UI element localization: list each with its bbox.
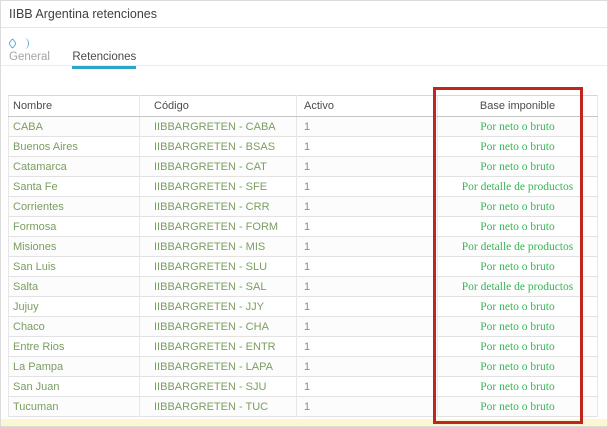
cell-codigo: IIBBARGRETEN - JJY <box>139 296 297 317</box>
cell-activo: 1 <box>296 236 438 257</box>
column-header-activo[interactable]: Activo <box>296 95 438 117</box>
cell-activo: 1 <box>296 196 438 217</box>
cell-nombre: Buenos Aires <box>8 136 140 157</box>
table-row[interactable]: Formosa IIBBARGRETEN - FORM 1 Por neto o br… <box>8 216 598 237</box>
table-row[interactable]: Corrientes IIBBARGRETEN - CRR 1 Por neto o … <box>8 196 598 217</box>
cell-activo: 1 <box>296 356 438 377</box>
cell-base: Por neto o bruto <box>437 356 598 377</box>
cell-base: Por neto o bruto <box>437 256 598 277</box>
table-row[interactable]: La Pampa IIBBARGRETEN - LAPA 1 Por neto o b… <box>8 356 598 377</box>
cell-base: Por neto o bruto <box>437 316 598 337</box>
tab-bar: General Retenciones <box>1 47 607 69</box>
table-header-row: Nombre Código Activo Base imponible <box>8 95 598 117</box>
table-row[interactable]: Santa Fe IIBBARGRETEN - SFE 1 Por detalle d… <box>8 176 598 197</box>
table-row[interactable]: Tucuman IIBBARGRETEN - TUC 1 Por neto o bru… <box>8 396 598 417</box>
cell-codigo: IIBBARGRETEN - BSAS <box>139 136 297 157</box>
cell-nombre: Chaco <box>8 316 140 337</box>
cell-base: Por neto o bruto <box>437 376 598 397</box>
cell-base: Por detalle de productos <box>437 236 598 257</box>
cell-codigo: IIBBARGRETEN - SFE <box>139 176 297 197</box>
cell-base: Por neto o bruto <box>437 156 598 177</box>
cell-codigo: IIBBARGRETEN - FORM <box>139 216 297 237</box>
cell-base: Por neto o bruto <box>437 296 598 317</box>
cell-codigo: IIBBARGRETEN - TUC <box>139 396 297 417</box>
cell-codigo: IIBBARGRETEN - MIS <box>139 236 297 257</box>
bottom-highlight-strip <box>1 419 607 426</box>
cell-codigo: IIBBARGRETEN - SJU <box>139 376 297 397</box>
cell-codigo: IIBBARGRETEN - CAT <box>139 156 297 177</box>
cell-nombre: Misiones <box>8 236 140 257</box>
table-row[interactable]: Chaco IIBBARGRETEN - CHA 1 Por neto o bruto <box>8 316 598 337</box>
cell-base: Por neto o bruto <box>437 196 598 217</box>
cell-base: Por neto o bruto <box>437 136 598 157</box>
cell-codigo: IIBBARGRETEN - ENTR <box>139 336 297 357</box>
cell-base: Por detalle de productos <box>437 176 598 197</box>
table-row[interactable]: Misiones IIBBARGRETEN - MIS 1 Por detalle d… <box>8 236 598 257</box>
table-row[interactable]: Entre Rios IIBBARGRETEN - ENTR 1 Por neto o… <box>8 336 598 357</box>
cell-base: Por neto o bruto <box>437 336 598 357</box>
tab-general[interactable]: General <box>9 51 50 63</box>
cell-activo: 1 <box>296 256 438 277</box>
column-header-nombre[interactable]: Nombre <box>8 95 140 117</box>
table-row[interactable]: Catamarca IIBBARGRETEN - CAT 1 Por neto o b… <box>8 156 598 177</box>
tab-retenciones[interactable]: Retenciones <box>72 50 137 69</box>
cell-activo: 1 <box>296 216 438 237</box>
cell-activo: 1 <box>296 156 438 177</box>
table-row[interactable]: San Juan IIBBARGRETEN - SJU 1 Por neto o br… <box>8 376 598 397</box>
cell-codigo: IIBBARGRETEN - CRR <box>139 196 297 217</box>
cell-nombre: Catamarca <box>8 156 140 177</box>
cell-nombre: Santa Fe <box>8 176 140 197</box>
cell-nombre: La Pampa <box>8 356 140 377</box>
table-row[interactable]: CABA IIBBARGRETEN - CABA 1 Por neto o bruto <box>8 116 598 137</box>
cell-activo: 1 <box>296 316 438 337</box>
cell-nombre: Entre Rios <box>8 336 140 357</box>
cell-activo: 1 <box>296 176 438 197</box>
cell-nombre: San Juan <box>8 376 140 397</box>
chatter-icons <box>8 37 29 49</box>
cell-activo: 1 <box>296 376 438 397</box>
cell-nombre: Formosa <box>8 216 140 237</box>
cell-base: Por neto o bruto <box>437 116 598 137</box>
cell-base: Por detalle de productos <box>437 276 598 297</box>
cell-activo: 1 <box>296 276 438 297</box>
cell-activo: 1 <box>296 116 438 137</box>
cell-codigo: IIBBARGRETEN - SLU <box>139 256 297 277</box>
cell-activo: 1 <box>296 336 438 357</box>
cell-base: Por neto o bruto <box>437 396 598 417</box>
table-row[interactable]: Buenos Aires IIBBARGRETEN - BSAS 1 Por neto… <box>8 136 598 157</box>
table-body: CABA IIBBARGRETEN - CABA 1 Por neto o bruto… <box>8 116 598 417</box>
table-row[interactable]: Jujuy IIBBARGRETEN - JJY 1 Por neto o bruto <box>8 296 598 317</box>
cell-base: Por neto o bruto <box>437 216 598 237</box>
cell-activo: 1 <box>296 296 438 317</box>
column-header-codigo[interactable]: Código <box>139 95 297 117</box>
cell-codigo: IIBBARGRETEN - SAL <box>139 276 297 297</box>
page-title: IIBB Argentina retenciones <box>1 1 607 28</box>
cell-nombre: Jujuy <box>8 296 140 317</box>
cell-nombre: San Luis <box>8 256 140 277</box>
cell-nombre: Tucuman <box>8 396 140 417</box>
table-row[interactable]: San Luis IIBBARGRETEN - SLU 1 Por neto o br… <box>8 256 598 277</box>
cell-nombre: Corrientes <box>8 196 140 217</box>
retenciones-table: Nombre Código Activo Base imponible CABA… <box>8 95 598 417</box>
cell-activo: 1 <box>296 136 438 157</box>
table-row[interactable]: Salta IIBBARGRETEN - SAL 1 Por detalle de p… <box>8 276 598 297</box>
column-header-base-imponible[interactable]: Base imponible <box>437 95 598 117</box>
cell-nombre: Salta <box>8 276 140 297</box>
cell-nombre: CABA <box>8 116 140 137</box>
cell-codigo: IIBBARGRETEN - CHA <box>139 316 297 337</box>
cell-codigo: IIBBARGRETEN - CABA <box>139 116 297 137</box>
chatter-arc-icon[interactable] <box>23 37 29 49</box>
cell-codigo: IIBBARGRETEN - LAPA <box>139 356 297 377</box>
cell-activo: 1 <box>296 396 438 417</box>
